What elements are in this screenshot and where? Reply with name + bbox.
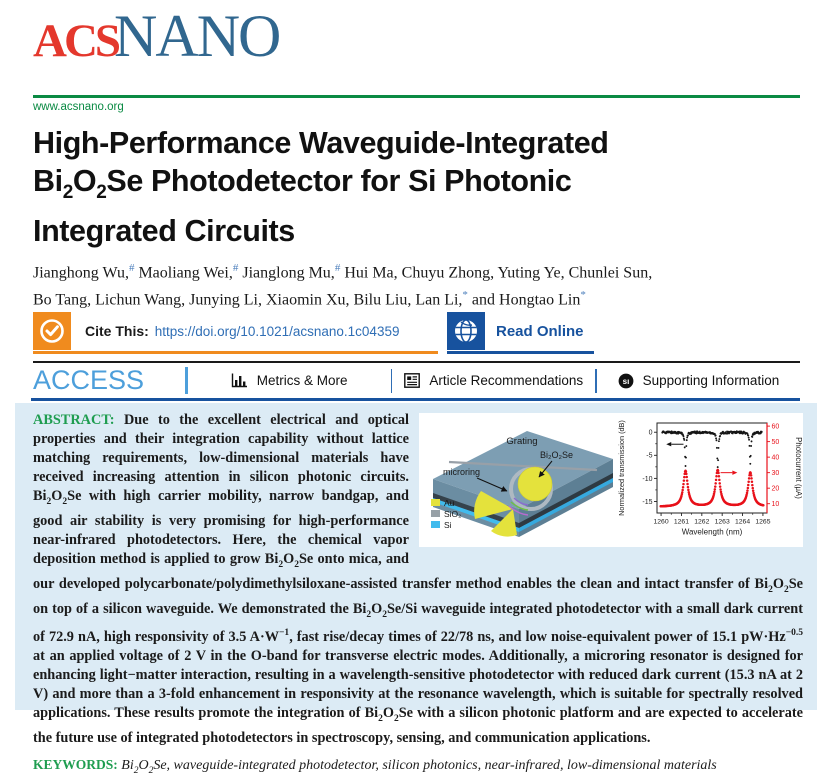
cite-this-segment[interactable]: Cite This: https://doi.org/10.1021/acsna… xyxy=(33,311,438,354)
cite-this-label: Cite This: xyxy=(85,323,149,339)
svg-text:30: 30 xyxy=(772,470,780,477)
title-line-2: Bi2O2Se Photodetector for Si Photonic xyxy=(33,164,572,204)
logo-nano: NANO xyxy=(114,3,281,69)
supporting-information-link[interactable]: sı Supporting Information xyxy=(597,373,800,389)
read-online-label: Read Online xyxy=(496,322,584,340)
device-schematic: Grating Bi₂O₂Se microring Au SiO₂ Si xyxy=(431,431,613,537)
svg-text:Wavelength (nm): Wavelength (nm) xyxy=(682,528,743,537)
microring-structure xyxy=(474,466,553,537)
read-online-segment[interactable]: Read Online xyxy=(447,311,594,354)
svg-text:1263: 1263 xyxy=(715,519,730,526)
abstract-heading: ABSTRACT: xyxy=(33,412,115,428)
author-list: Jianghong Wu,# Maoliang Wei,# Jianglong … xyxy=(33,262,653,309)
page-title: High-Performance Waveguide-Integrated Bi… xyxy=(33,124,783,250)
keywords-row: KEYWORDS: Bi2O2Se, waveguide-integrated … xyxy=(33,757,803,776)
svg-text:Photocurrent (μA): Photocurrent (μA) xyxy=(794,437,803,499)
item-divider xyxy=(390,368,393,393)
graphical-abstract: Grating Bi₂O₂Se microring Au SiO₂ Si 0 -5… xyxy=(419,413,803,547)
cite-check-icon xyxy=(33,312,71,350)
svg-text:1264: 1264 xyxy=(735,519,750,526)
doi-link[interactable]: https://doi.org/10.1021/acsnano.1c04359 xyxy=(154,323,400,339)
svg-text:40: 40 xyxy=(772,455,780,462)
access-divider xyxy=(185,367,188,394)
recommendations-label: Article Recommendations xyxy=(429,373,584,388)
bar-chart-icon xyxy=(231,373,248,388)
supporting-info-label: Supporting Information xyxy=(642,373,780,388)
logo-acs: ACS xyxy=(33,15,121,67)
resonance-spectrum-chart: 0 -5 -10 -15 10 20 30 40 50 60 1260 1261 1262 1263 126… xyxy=(617,420,803,537)
access-button[interactable]: ACCESS xyxy=(33,365,145,395)
abstract-box: Grating Bi₂O₂Se microring Au SiO₂ Si 0 -5… xyxy=(15,403,817,776)
journal-article-page: { "journal": { "logo_acs": "ACS", "logo_… xyxy=(15,2,817,776)
svg-text:Normalized transmission (dB): Normalized transmission (dB) xyxy=(617,420,626,516)
waveguide-line xyxy=(448,460,598,472)
legend-sio2: SiO₂ xyxy=(444,509,461,519)
item-divider xyxy=(595,368,597,393)
metrics-label: Metrics & More xyxy=(256,373,348,388)
access-bar: ACCESS Metrics & More Article Recommenda… xyxy=(33,364,800,397)
svg-text:1262: 1262 xyxy=(694,519,709,526)
globe-icon xyxy=(447,312,485,350)
svg-text:1260: 1260 xyxy=(654,519,669,526)
keywords-heading: KEYWORDS: xyxy=(33,757,118,773)
legend-si: Si xyxy=(444,520,452,530)
grating-label: Grating xyxy=(506,436,537,447)
journal-website: www.acsnano.org xyxy=(33,101,124,113)
article-recommendations-link[interactable]: Article Recommendations xyxy=(392,373,595,388)
svg-text:-5: -5 xyxy=(646,453,652,460)
svg-text:10: 10 xyxy=(772,501,780,508)
svg-text:1261: 1261 xyxy=(674,519,689,526)
svg-text:-15: -15 xyxy=(642,499,652,506)
cite-bar: Cite This: https://doi.org/10.1021/acsna… xyxy=(33,311,594,354)
access-bottom-rule xyxy=(31,398,800,401)
title-line-1: High-Performance Waveguide-Integrated xyxy=(33,126,609,160)
svg-text:1265: 1265 xyxy=(755,519,770,526)
legend-au: Au xyxy=(444,498,455,508)
si-badge-icon: sı xyxy=(618,373,634,389)
svg-text:0: 0 xyxy=(649,430,653,437)
material-legend: Au SiO₂ Si xyxy=(431,498,461,530)
access-top-rule xyxy=(33,361,800,363)
material-label: Bi₂O₂Se xyxy=(540,450,573,460)
svg-text:50: 50 xyxy=(772,439,780,446)
article-icon xyxy=(404,373,421,388)
keywords-list: Bi2O2Se, waveguide-integrated photodetec… xyxy=(121,758,717,776)
acs-nano-logo: ACS NANO xyxy=(33,2,281,71)
metrics-and-more-link[interactable]: Metrics & More xyxy=(188,373,391,388)
header-rule xyxy=(33,95,800,98)
svg-text:-10: -10 xyxy=(642,476,652,483)
svg-text:20: 20 xyxy=(772,486,780,493)
microring-label: microring xyxy=(443,467,480,477)
svg-text:sı: sı xyxy=(622,376,629,385)
svg-text:60: 60 xyxy=(772,424,780,431)
title-line-3: Integrated Circuits xyxy=(33,214,295,249)
